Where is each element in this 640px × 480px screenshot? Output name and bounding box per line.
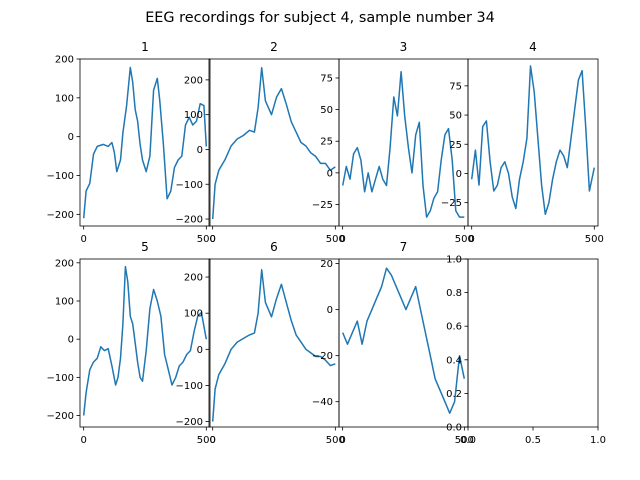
x-tick-label: 500 [585, 234, 604, 245]
y-tick-label: 0 [197, 145, 203, 156]
subplot-title: 2 [270, 40, 278, 54]
figure-title: EEG recordings for subject 4, sample num… [145, 10, 495, 26]
axes-frame [467, 258, 599, 428]
subplot-title: 5 [141, 240, 149, 254]
y-tick-label: 100 [55, 93, 74, 104]
y-tick-label: −20 [312, 351, 333, 362]
y-tick-label: −200 [176, 417, 203, 428]
y-tick-label: 25 [320, 137, 333, 148]
y-tick-label: −25 [441, 198, 462, 209]
y-tick-label: 200 [184, 273, 203, 284]
y-tick-label: 0 [327, 168, 333, 179]
axes-frame [79, 58, 211, 227]
series-line-3-1 [341, 70, 465, 218]
y-tick-label: −100 [176, 381, 203, 392]
y-tick-label: 50 [320, 105, 333, 116]
y-tick-label: 0 [68, 335, 74, 346]
subplot-title: 1 [141, 40, 149, 54]
y-tick-label: 100 [184, 110, 203, 121]
series-line-2-1 [211, 66, 336, 220]
y-tick-label: 200 [55, 55, 74, 66]
x-tick-label: 0.0 [460, 435, 476, 446]
x-tick-label: 500 [455, 234, 474, 245]
y-tick-label: −100 [176, 180, 203, 191]
subplot-8: 0.0 0.5 1.0 0.0 0.2 0.4 0.6 0.8 1.0 [446, 255, 606, 447]
y-tick-label: 100 [55, 297, 74, 308]
axes-frame [467, 58, 599, 227]
x-tick-label: 0.5 [525, 435, 541, 446]
y-tick-label: 200 [184, 75, 203, 86]
y-tick-label: 50 [449, 111, 462, 122]
series-line-4-1 [470, 65, 596, 216]
x-tick-label: 0 [468, 234, 474, 245]
x-tick-label: 500 [326, 435, 345, 446]
subplot-title: 6 [270, 240, 278, 254]
y-tick-label: 75 [320, 73, 333, 84]
x-tick-label: 0 [209, 435, 215, 446]
axes-frame [79, 258, 211, 428]
y-tick-label: 0 [68, 132, 74, 143]
y-tick-label: 25 [449, 140, 462, 151]
y-tick-label: −100 [47, 171, 74, 182]
subplot-title: 4 [529, 40, 537, 54]
y-tick-label: −25 [312, 200, 333, 211]
x-tick-label: 500 [326, 234, 345, 245]
series-line-1-1 [82, 66, 208, 219]
y-tick-label: 20 [320, 259, 333, 270]
y-tick-label: 0.2 [446, 389, 462, 400]
y-tick-label: 1.0 [446, 255, 462, 266]
series-line-5-1 [82, 265, 208, 416]
y-tick-label: 0.4 [446, 355, 462, 366]
subplot-title: 7 [400, 240, 408, 254]
y-tick-label: 0 [456, 169, 462, 180]
y-tick-label: −40 [312, 397, 333, 408]
y-tick-label: 0.8 [446, 288, 462, 299]
y-tick-label: 0 [327, 305, 333, 316]
y-tick-label: 0 [197, 345, 203, 356]
x-tick-label: 0 [339, 435, 345, 446]
series-line-7-1 [342, 267, 466, 414]
subplot-title: 3 [400, 40, 408, 54]
series-line-6-1 [211, 269, 336, 422]
x-tick-label: 500 [455, 435, 474, 446]
y-tick-label: −200 [176, 215, 203, 226]
x-tick-label: 1.0 [590, 435, 606, 446]
y-tick-label: 0.0 [446, 423, 462, 434]
x-tick-label: 500 [197, 435, 216, 446]
y-tick-label: 0.6 [446, 322, 462, 333]
x-tick-label: 0 [339, 234, 345, 245]
x-tick-label: 0 [80, 234, 86, 245]
y-tick-label: 75 [449, 81, 462, 92]
y-tick-label: −200 [47, 210, 74, 221]
y-tick-label: 100 [184, 309, 203, 320]
x-tick-label: 500 [197, 234, 216, 245]
x-tick-label: 0 [209, 234, 215, 245]
y-tick-label: 200 [55, 258, 74, 269]
axes-frame [338, 258, 469, 428]
y-tick-label: −100 [47, 373, 74, 384]
x-tick-label: 0 [80, 435, 86, 446]
y-tick-label: −200 [47, 411, 74, 422]
